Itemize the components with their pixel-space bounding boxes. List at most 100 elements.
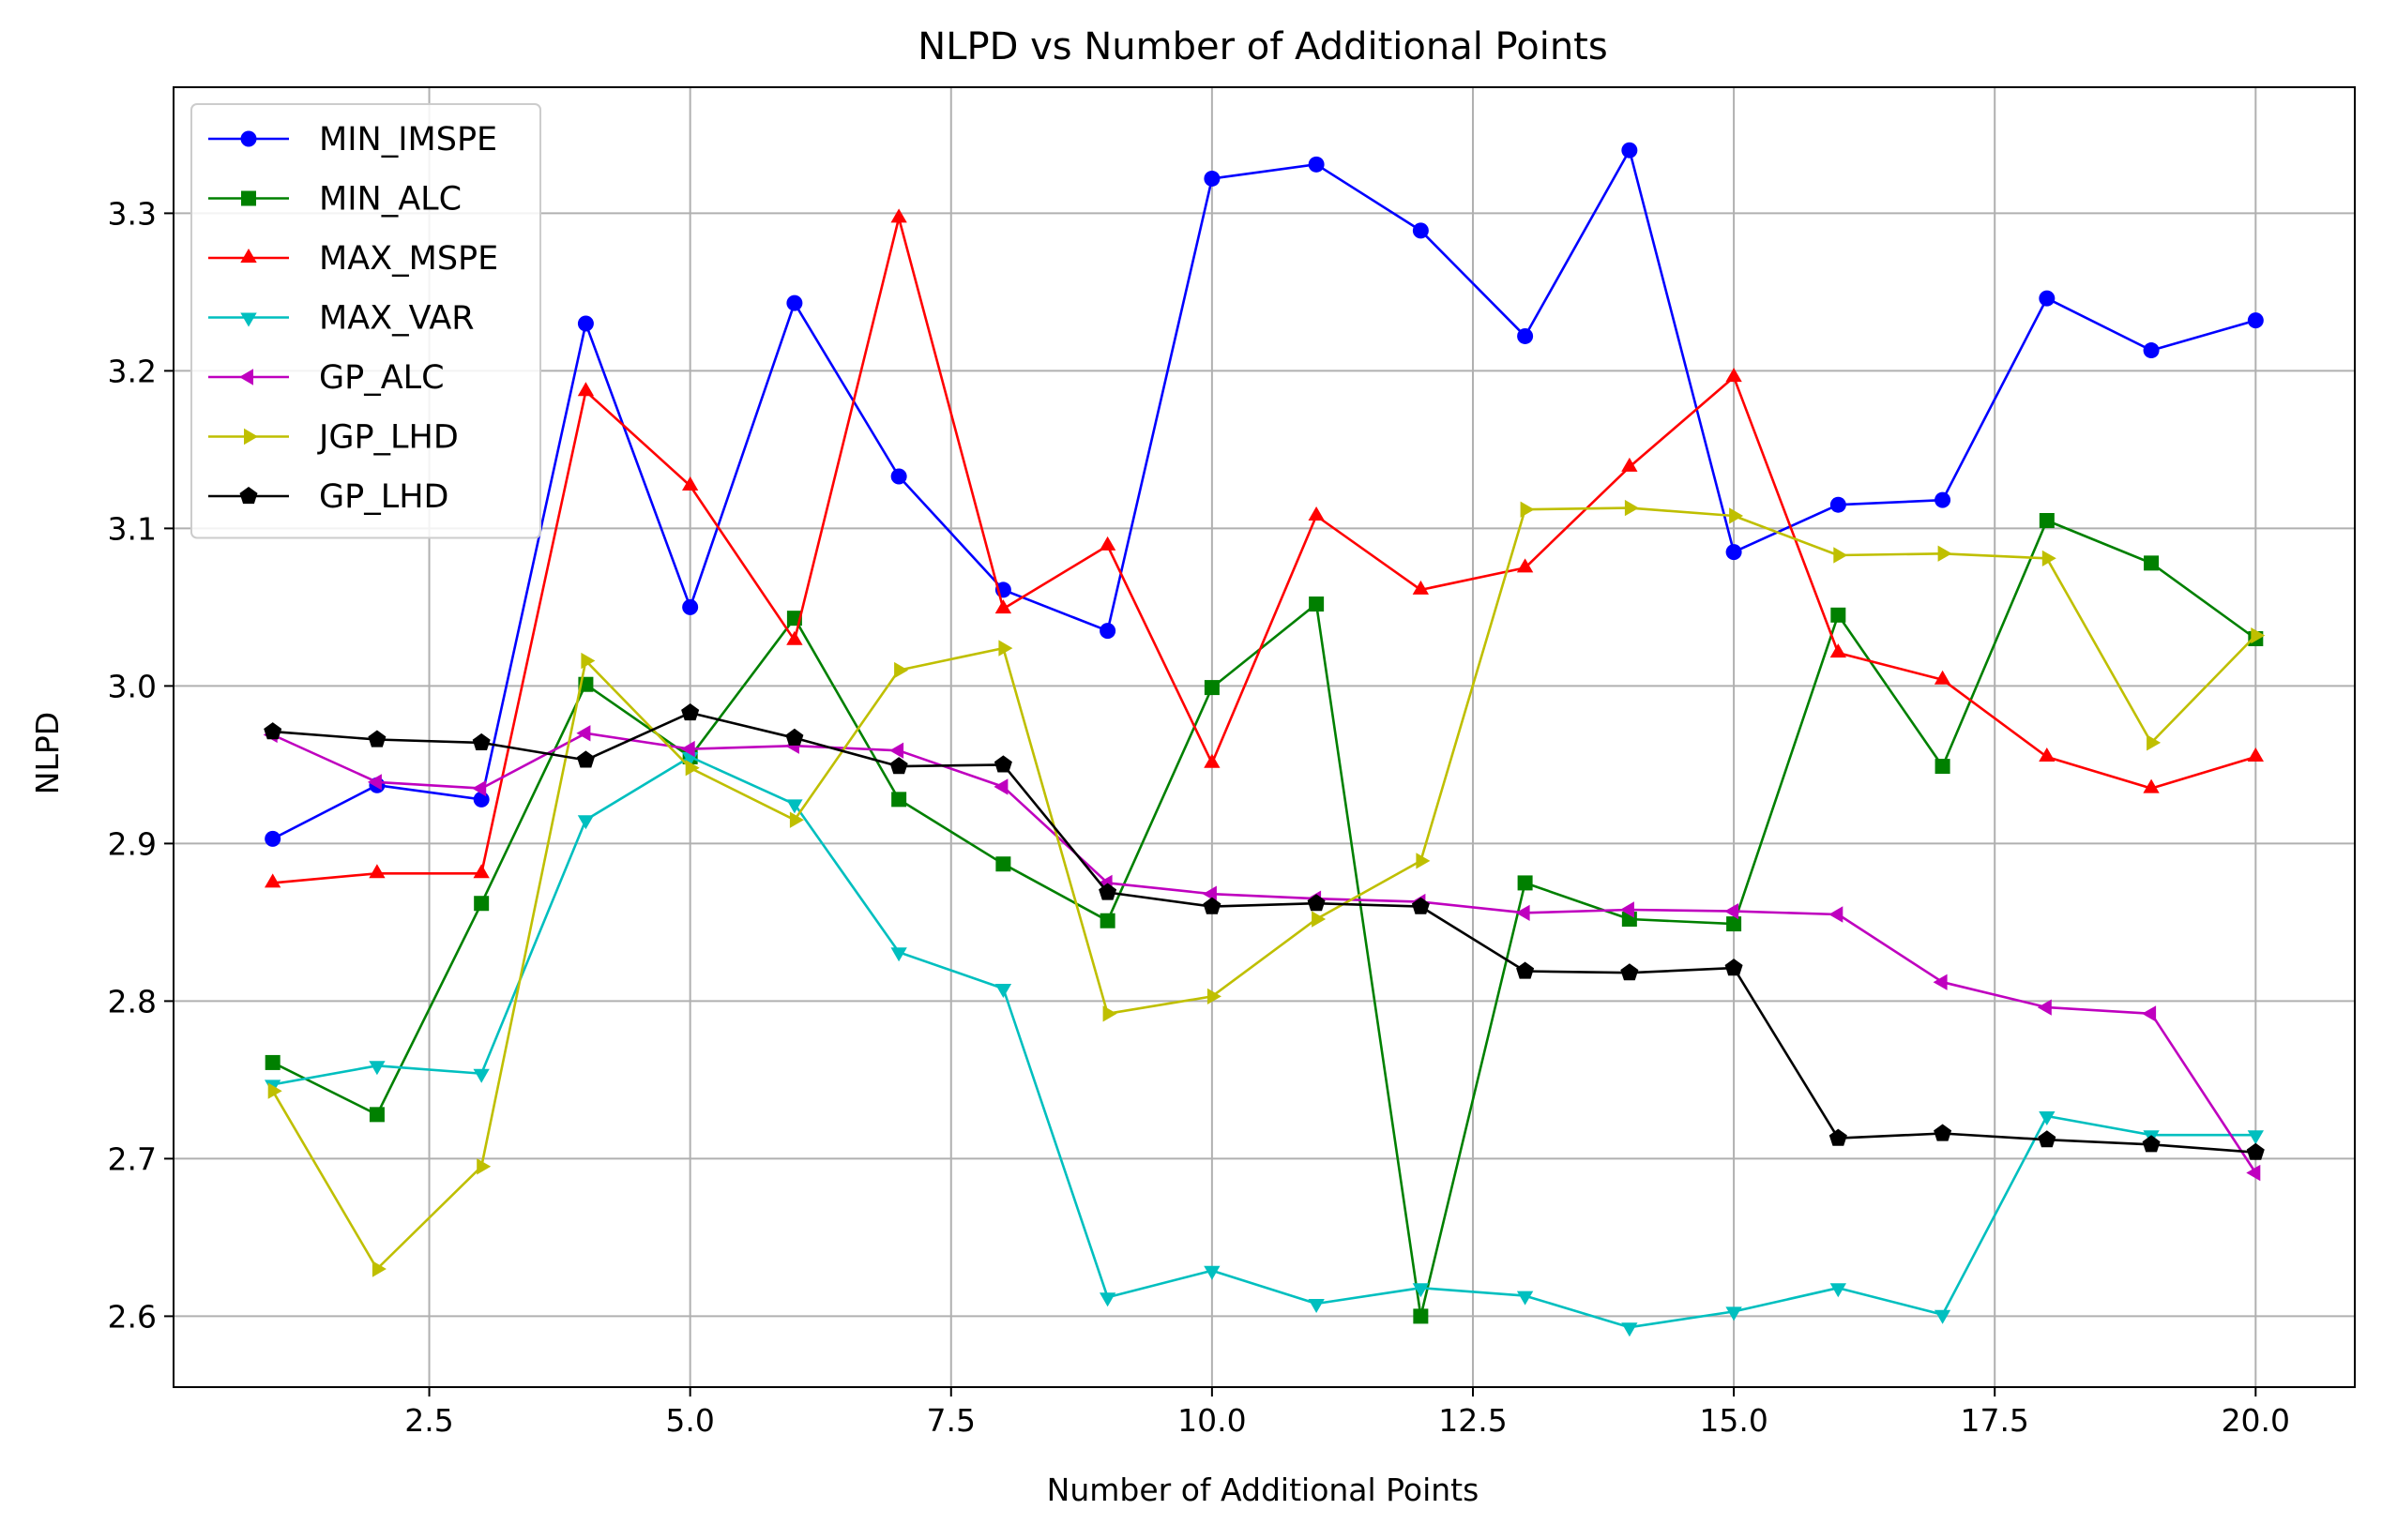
data-point-max-mspe [577,382,595,397]
data-point-jgp-lhd [372,1261,387,1277]
data-point-min-imspe [1100,623,1116,640]
legend-label: MAX_VAR [319,300,475,338]
data-point-gp-lhd [1724,959,1743,976]
x-tick-label: 7.5 [927,1402,976,1439]
data-point-max-mspe [1829,643,1846,658]
series-line-min-alc [272,519,2257,1318]
data-point-min-imspe [1204,170,1221,187]
data-point-gp-lhd [1307,894,1326,912]
data-point-gp-lhd [994,755,1012,773]
legend-entry-jgp-lhd: JGP_LHD [208,419,459,457]
data-point-gp-lhd [1516,961,1535,979]
data-point-min-alc [2039,513,2055,528]
data-point-min-alc [474,896,490,912]
data-point-max-mspe [473,864,490,879]
data-point-gp-lhd [2246,1142,2265,1160]
data-point-max-mspe [890,208,907,223]
data-point-min-imspe [2247,312,2264,329]
x-tick-label: 15.0 [1699,1402,1768,1439]
data-point-gp-lhd [576,750,595,768]
data-point-jgp-lhd [685,760,700,777]
data-point-jgp-lhd [1416,853,1431,869]
data-point-max-var [1516,1291,1534,1306]
series-line-gp-alc [272,732,2257,1174]
y-tick-label: 2.7 [108,1140,157,1177]
data-point-jgp-lhd [789,811,804,828]
data-point-max-mspe [2039,747,2056,762]
data-point-gp-alc [1515,904,1530,921]
data-point-min-imspe [577,315,594,332]
data-point-gp-alc [2142,1005,2157,1022]
data-point-max-var [1308,1299,1325,1313]
data-point-gp-alc [1202,885,1217,902]
legend-marker [239,487,258,505]
data-point-gp-lhd [1934,1124,1952,1141]
data-point-max-mspe [2143,778,2160,793]
data-point-gp-alc [2037,999,2052,1016]
x-tick-label: 17.5 [1960,1402,2028,1439]
data-point-jgp-lhd [2041,550,2056,566]
chart-title: NLPD vs Number of Additional Points [918,25,1607,68]
data-point-max-var [786,799,803,814]
data-point-jgp-lhd [1102,1005,1117,1022]
data-point-min-imspe [890,468,907,485]
data-point-gp-lhd [1099,883,1117,900]
data-point-max-var [577,815,595,830]
data-point-min-imspe [682,598,699,615]
data-point-jgp-lhd [477,1158,492,1175]
data-point-max-mspe [1412,580,1429,595]
legend-entry-gp-alc: GP_ALC [208,359,445,397]
data-point-jgp-lhd [1833,547,1848,564]
data-point-min-imspe [2039,290,2056,307]
x-tick-label: 20.0 [2222,1402,2290,1439]
series-min-alc [265,513,2264,1324]
legend-marker [241,190,256,206]
legend-entry-min-alc: MIN_ALC [208,181,462,219]
series-line-gp-lhd [272,711,2256,1154]
data-point-jgp-lhd [1729,507,1744,524]
data-point-jgp-lhd [998,640,1013,657]
legend: MIN_IMSPE MIN_ALC MAX_MSPE MAX_VAR GP_ALC JGP… [190,103,541,539]
legend-label: GP_ALC [319,359,445,397]
data-point-gp-lhd [472,732,491,750]
data-point-max-mspe [1725,368,1742,383]
data-point-max-mspe [1100,536,1116,551]
y-axis-ticks: 2.6 2.7 2.8 2.9 3.0 3.1 3.2 3.3 [108,195,174,1335]
x-axis-label: Number of Additional Points [1047,1472,1479,1508]
y-tick-label: 3.0 [108,668,157,704]
data-point-jgp-lhd [1520,501,1535,518]
data-point-max-var [1100,1292,1116,1307]
data-point-gp-alc [1619,901,1634,918]
y-tick-label: 2.6 [108,1298,157,1335]
x-axis-ticks: 2.5 5.0 7.5 10.0 12.5 15.0 17.5 20.0 [404,1387,2290,1439]
plot-frame [173,86,2356,1388]
series-gp-lhd [264,703,2265,1160]
series-line-max-mspe [272,217,2256,884]
data-point-gp-alc [576,725,591,742]
data-point-gp-lhd [1203,897,1221,914]
data-point-min-imspe [1412,222,1429,239]
data-point-jgp-lhd [581,652,596,670]
data-point-gp-lhd [889,757,908,775]
data-point-min-alc [369,1107,385,1123]
data-point-max-var [1934,1309,1951,1324]
data-point-gp-lhd [1411,897,1430,914]
series-line-jgp-lhd [271,506,2257,1271]
data-point-gp-alc [994,778,1009,795]
data-point-jgp-lhd [894,661,909,679]
legend-box [190,103,541,539]
x-tick-label: 12.5 [1438,1402,1507,1439]
data-point-min-imspe [1829,496,1846,513]
legend-label: MIN_ALC [319,181,462,219]
data-point-max-mspe [682,476,699,491]
data-point-max-var [1829,1283,1846,1298]
data-point-min-alc [891,792,907,808]
data-point-jgp-lhd [2251,627,2266,644]
y-tick-label: 3.1 [108,510,157,547]
legend-label: MAX_MSPE [319,240,498,278]
data-point-min-alc [1517,875,1533,891]
data-point-gp-alc [1828,906,1843,923]
y-tick-label: 2.9 [108,825,157,862]
data-point-gp-alc [1724,903,1739,920]
